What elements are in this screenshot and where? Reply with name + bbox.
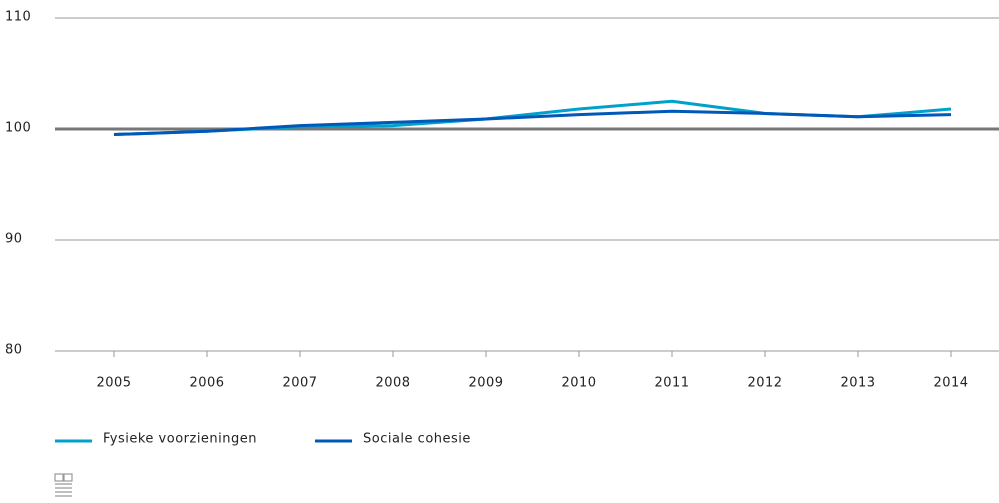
x-tick-label: 2008 [375,376,410,391]
x-tick-label: 2012 [747,376,782,391]
x-tick-label: 2010 [561,376,596,391]
legend-label: Fysieke voorzieningen [103,432,257,447]
legend-label: Sociale cohesie [363,432,471,447]
x-tick-label: 2011 [654,376,689,391]
y-tick-label: 110 [5,10,31,25]
x-tick-label: 2006 [189,376,224,391]
y-tick-label: 90 [5,232,23,247]
x-tick-label: 2005 [96,376,131,391]
logo [54,473,73,497]
y-tick-label: 100 [5,121,31,136]
series-line [113,109,952,137]
x-tick-label: 2014 [933,376,968,391]
x-tick-label: 2009 [468,376,503,391]
y-tick-label: 80 [5,343,23,358]
x-tick-label: 2007 [282,376,317,391]
x-tick-label: 2013 [840,376,875,391]
